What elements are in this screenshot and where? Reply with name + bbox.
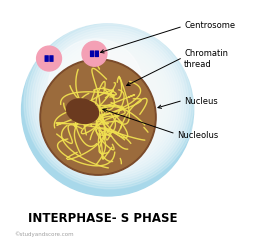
Text: INTERPHASE- S PHASE: INTERPHASE- S PHASE	[28, 212, 178, 225]
Circle shape	[70, 63, 150, 142]
Circle shape	[82, 41, 107, 66]
Circle shape	[51, 43, 169, 162]
Circle shape	[41, 34, 179, 172]
Circle shape	[46, 39, 174, 167]
Circle shape	[58, 51, 162, 155]
Circle shape	[60, 53, 159, 152]
Circle shape	[63, 56, 157, 150]
Text: Chromatin
thread: Chromatin thread	[184, 49, 228, 69]
Circle shape	[24, 17, 196, 189]
Circle shape	[53, 46, 167, 160]
Circle shape	[48, 39, 143, 133]
Circle shape	[26, 19, 194, 186]
Circle shape	[65, 56, 126, 116]
FancyBboxPatch shape	[90, 50, 94, 57]
Circle shape	[65, 58, 155, 147]
Circle shape	[29, 22, 191, 184]
Circle shape	[42, 61, 154, 173]
Circle shape	[73, 65, 147, 140]
Text: Nucleus: Nucleus	[184, 97, 218, 106]
Circle shape	[39, 31, 181, 174]
Circle shape	[37, 46, 62, 71]
FancyBboxPatch shape	[95, 50, 99, 57]
FancyBboxPatch shape	[44, 55, 49, 62]
Circle shape	[56, 49, 164, 157]
Circle shape	[22, 24, 194, 196]
Circle shape	[31, 24, 189, 181]
Text: Nucleolus: Nucleolus	[177, 130, 218, 140]
Circle shape	[34, 27, 186, 179]
Text: Centrosome: Centrosome	[184, 21, 235, 30]
Circle shape	[43, 36, 176, 169]
Text: ©studyandscore.com: ©studyandscore.com	[14, 231, 74, 237]
Circle shape	[48, 41, 172, 164]
FancyBboxPatch shape	[49, 55, 54, 62]
Circle shape	[36, 29, 184, 177]
Ellipse shape	[67, 99, 99, 123]
Circle shape	[40, 59, 156, 175]
Circle shape	[75, 68, 145, 138]
Circle shape	[78, 69, 113, 103]
Circle shape	[68, 61, 152, 145]
